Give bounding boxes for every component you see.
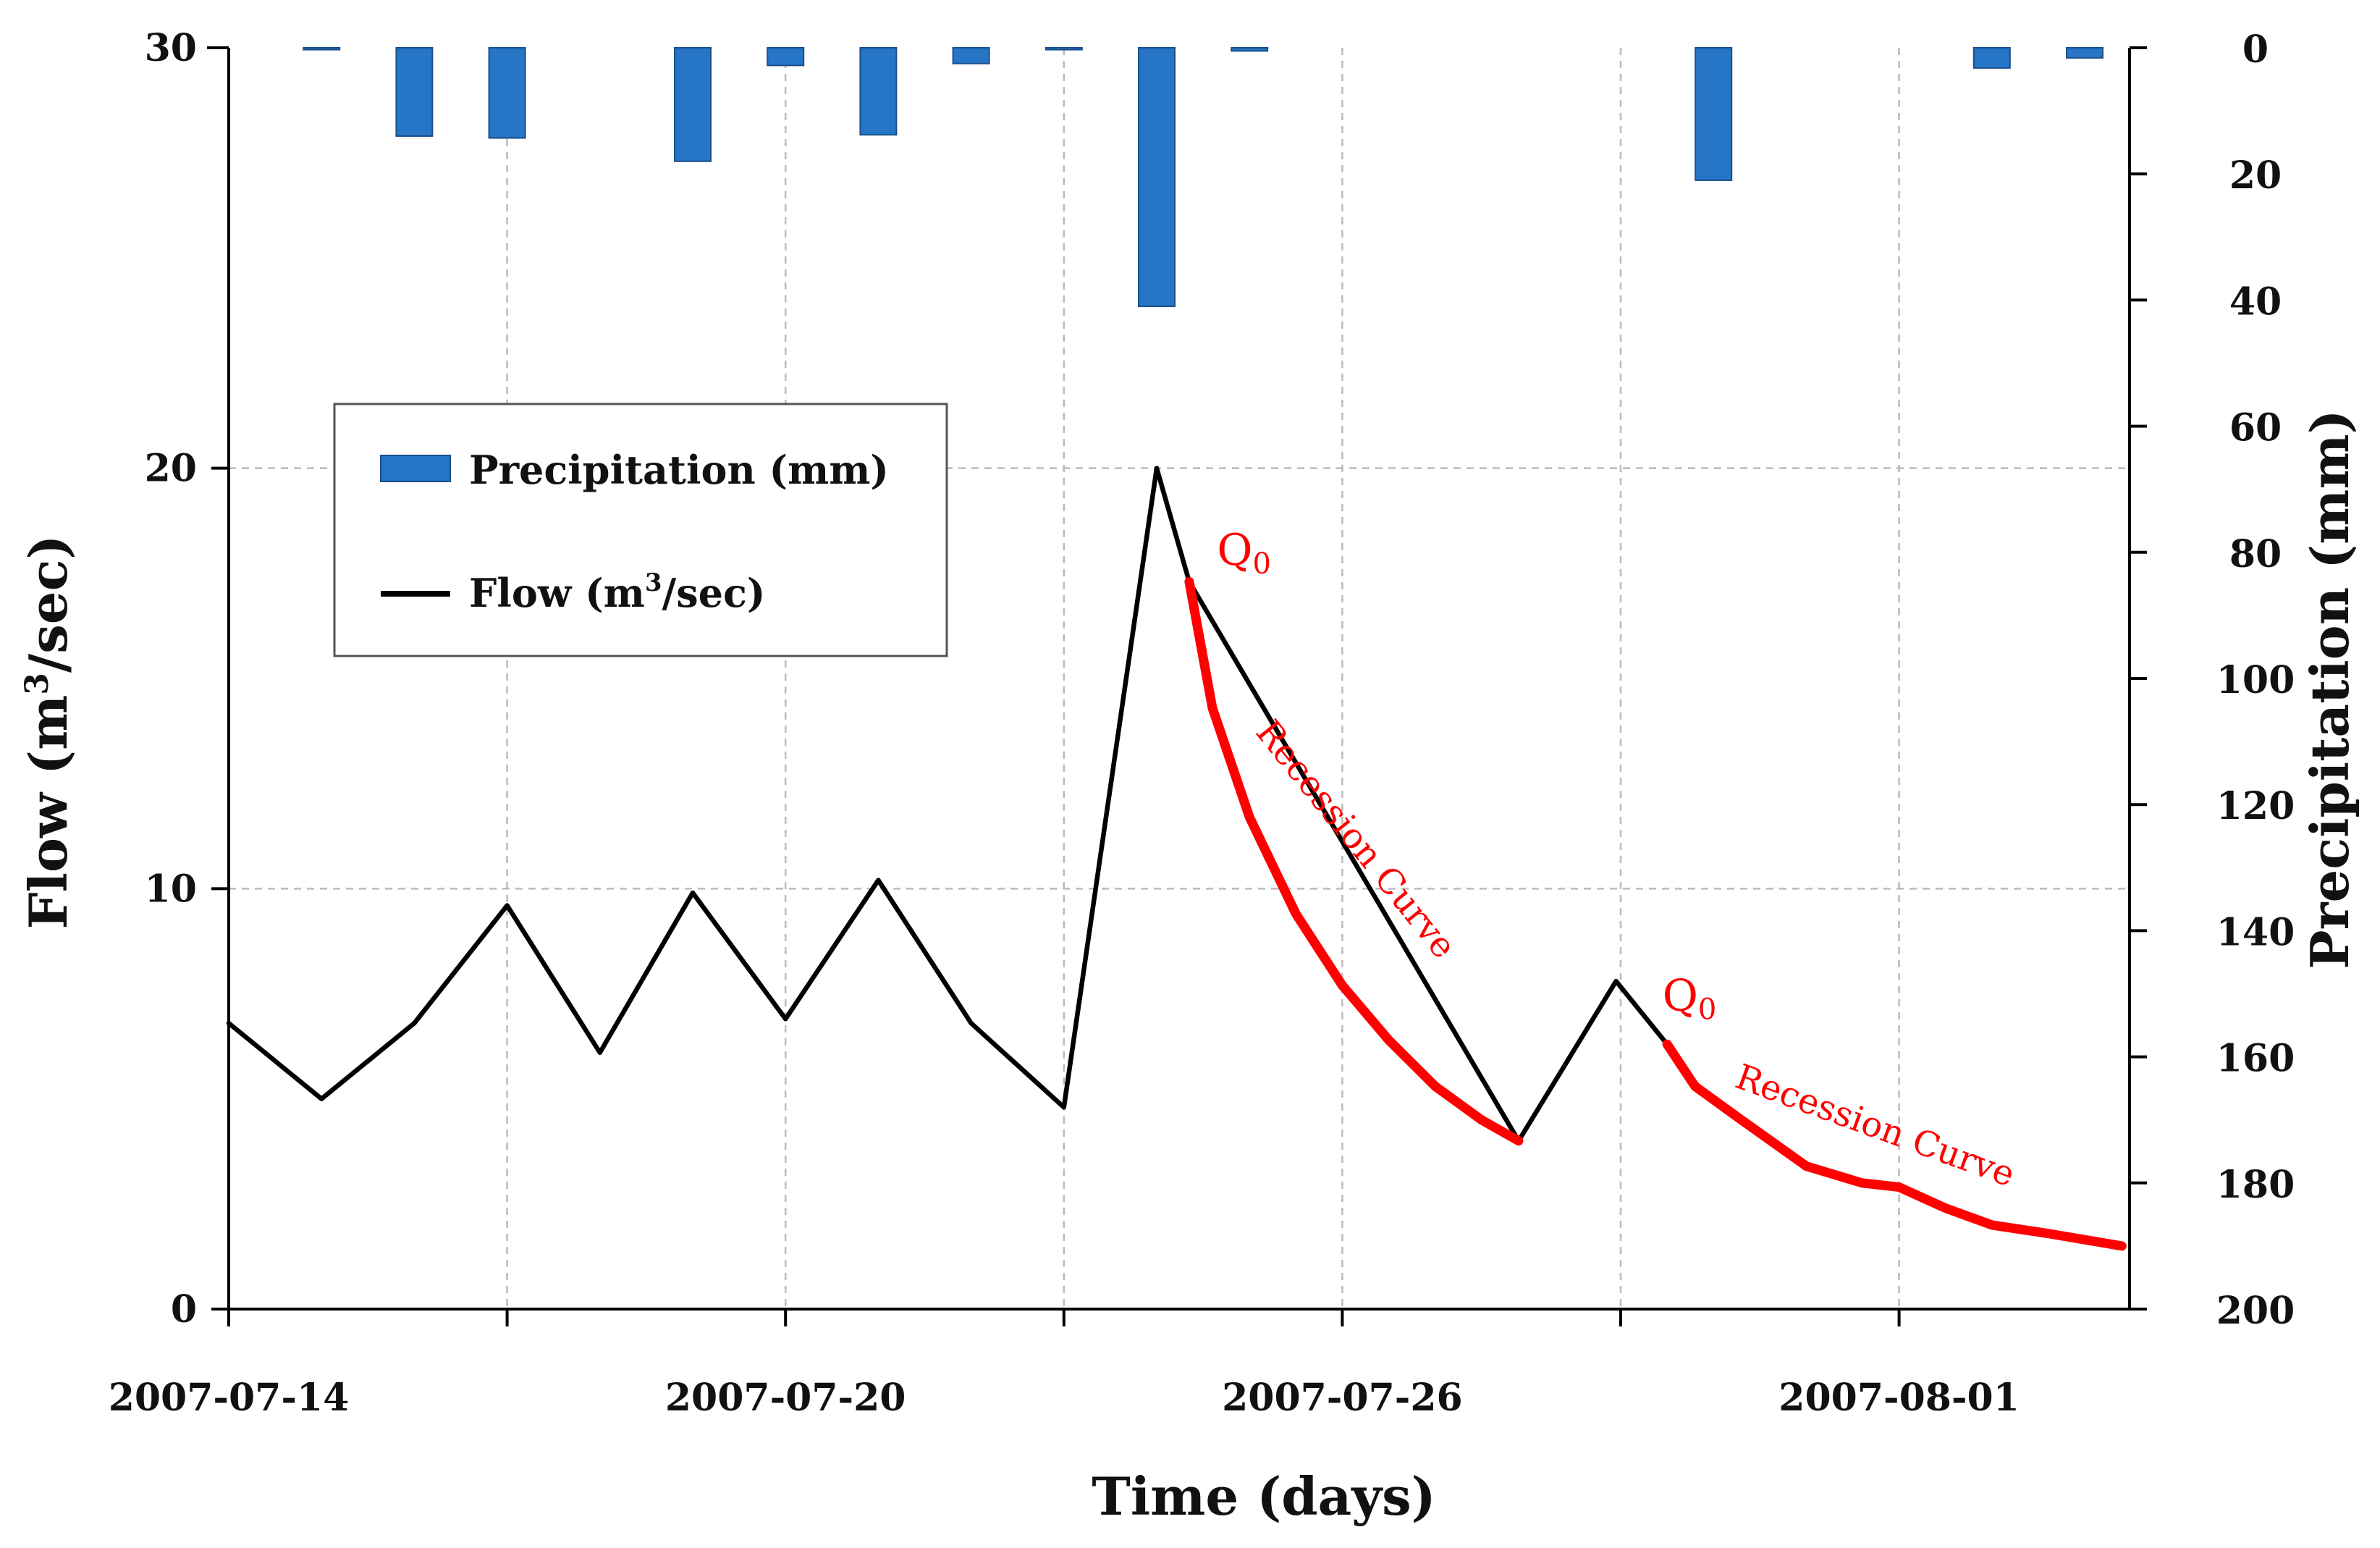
precip-bar-2007-07-25 — [1231, 47, 1269, 52]
x-tick-label-2007-07-26: 2007-07-26 — [1222, 1376, 1463, 1420]
annotation-q0b-q: Q — [1663, 971, 1698, 1022]
x-axis-title: Time (days) — [1092, 1465, 1436, 1527]
legend: Precipitation (mm) Flow (m3/sec) — [333, 403, 948, 657]
precip-bar-2007-08-02 — [1972, 47, 2011, 69]
annotation-q0a-q: Q — [1217, 525, 1252, 576]
annotation-q0a-sub: 0 — [1253, 547, 1271, 581]
y-left-tick-label-0: 0 — [171, 1287, 197, 1332]
legend-box — [333, 403, 948, 657]
x-tick-label-2007-08-01: 2007-08-01 — [1778, 1376, 2020, 1420]
y-axis-left-sup: 3 — [19, 673, 56, 695]
precip-bar-2007-07-30 — [1695, 47, 1733, 181]
series-line-flow-m3-sec- — [226, 466, 1670, 1143]
legend-flow-sup: 3 — [645, 568, 662, 597]
y-axis-right-title: Precipitation (mm) — [2299, 409, 2360, 969]
y-right-tick-label-200: 200 — [2216, 1289, 2295, 1333]
legend-flow-prefix: Flow (m — [469, 570, 645, 616]
precip-bar-2007-07-15 — [303, 47, 341, 51]
y-left-tick-label-10: 10 — [145, 867, 197, 911]
annotation-rc1: Recession Curve — [1248, 712, 1464, 966]
y-left-tick-label-20: 20 — [145, 447, 197, 491]
legend-precip-label: Precipitation (mm) — [469, 447, 889, 493]
precip-bar-2007-07-24 — [1138, 47, 1176, 308]
precip-bar-2007-07-21 — [859, 47, 898, 136]
y-right-tick-label-0: 0 — [2242, 28, 2269, 72]
annotation-rc2: Recession Curve — [1730, 1056, 2020, 1195]
flow-lines — [226, 466, 2127, 1251]
x-tick-label-2007-07-20: 2007-07-20 — [665, 1376, 906, 1420]
annotation-q0b: Q0 — [1663, 971, 1717, 1027]
y-right-tick-label-80: 80 — [2229, 532, 2282, 576]
precip-bar-2007-07-16 — [395, 47, 434, 137]
y-right-tick-label-160: 160 — [2216, 1037, 2295, 1081]
legend-precip-swatch — [380, 455, 451, 482]
y-right-tick-label-120: 120 — [2216, 784, 2295, 828]
y-axis-left-suffix: /sec) — [17, 535, 79, 673]
y-right-tick-label-180: 180 — [2216, 1163, 2295, 1207]
y-right-tick-label-140: 140 — [2216, 910, 2295, 954]
legend-flow-label: Flow (m3/sec) — [469, 568, 765, 616]
series-line-recession-curve-2 — [1662, 1039, 2127, 1251]
y-right-tick-label-20: 20 — [2229, 153, 2282, 198]
y-right-tick-label-100: 100 — [2216, 658, 2295, 702]
precip-bar-2007-07-20 — [767, 47, 805, 67]
precipitation-bars — [303, 47, 2103, 308]
y-right-tick-label-60: 60 — [2229, 406, 2282, 450]
precip-bar-2007-07-19 — [674, 47, 712, 162]
precip-bar-2007-07-17 — [488, 47, 526, 139]
precip-bar-2007-07-22 — [952, 47, 990, 64]
x-tick-label-2007-07-14: 2007-07-14 — [109, 1376, 350, 1420]
annotation-q0a: Q0 — [1217, 525, 1271, 581]
y-left-tick-label-30: 30 — [145, 26, 197, 70]
y-axis-left-prefix: Flow (m — [17, 695, 79, 930]
y-right-tick-label-40: 40 — [2229, 279, 2282, 324]
legend-flow-suffix: /sec) — [662, 570, 766, 616]
annotation-q0b-sub: 0 — [1698, 993, 1716, 1027]
precip-bar-2007-07-23 — [1045, 47, 1083, 51]
series-line-recession-curve-1 — [1184, 576, 1524, 1146]
y-axis-left-title: Flow (m3/sec) — [17, 535, 79, 930]
precip-bar-2007-08-03 — [2066, 47, 2103, 59]
